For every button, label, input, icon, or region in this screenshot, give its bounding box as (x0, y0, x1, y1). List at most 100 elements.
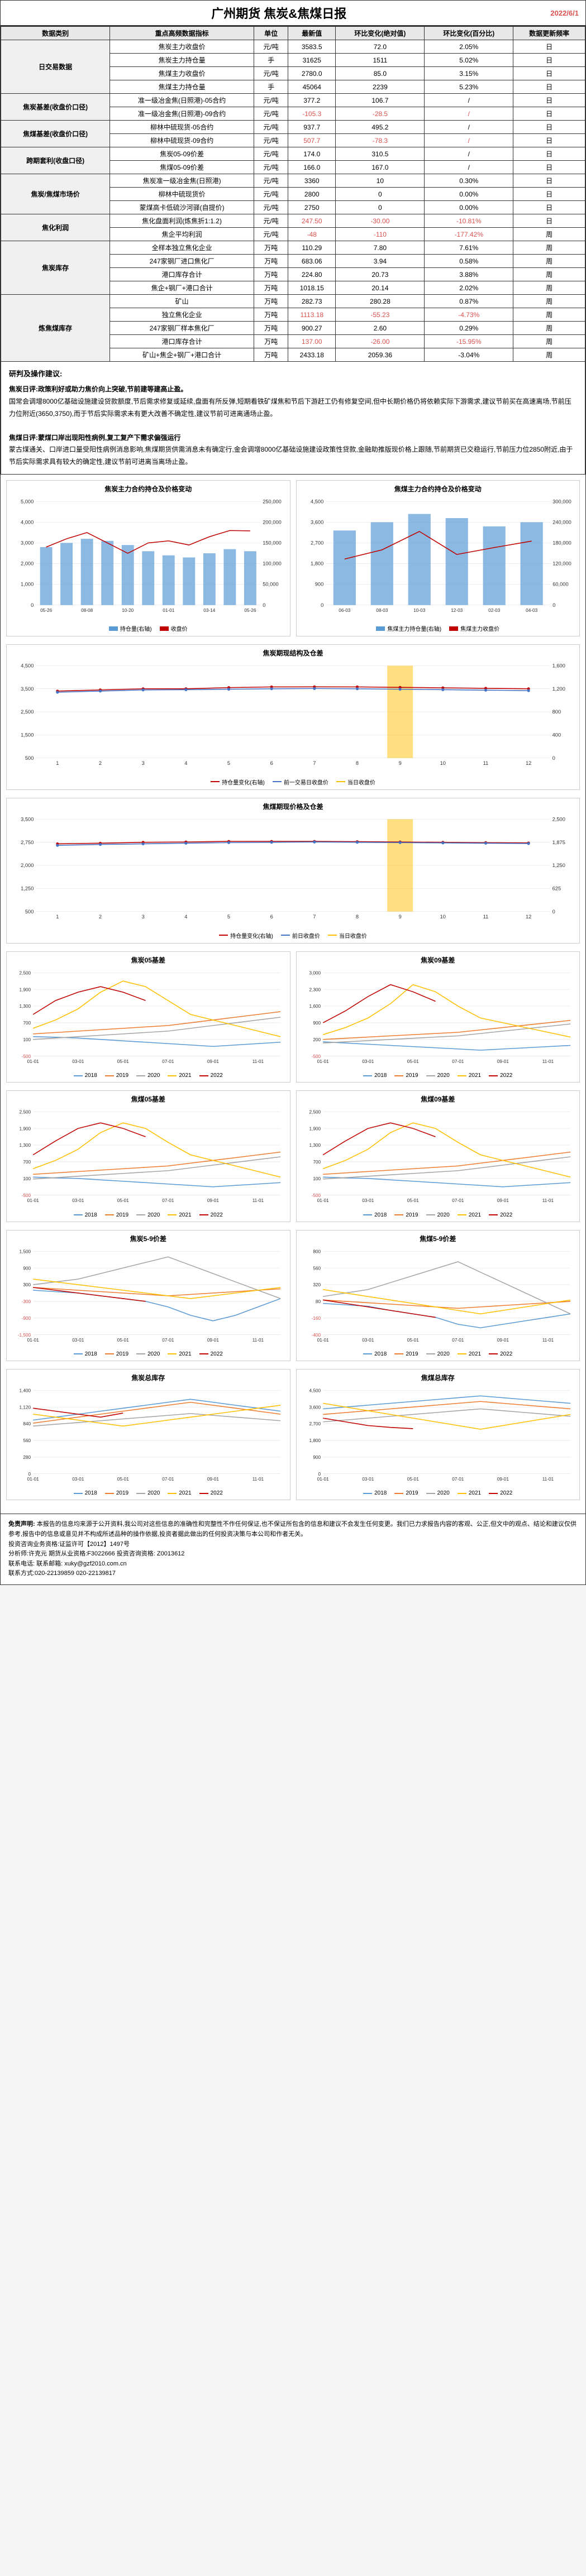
svg-text:0: 0 (552, 909, 555, 914)
legend-item: 2021 (458, 1072, 481, 1079)
svg-text:900: 900 (23, 1266, 31, 1271)
svg-text:150,000: 150,000 (263, 540, 282, 545)
data-cell: 7.80 (336, 241, 425, 255)
legend-item: 2020 (426, 1212, 450, 1218)
legend-item: 2022 (199, 1072, 223, 1079)
svg-text:1,300: 1,300 (19, 1004, 31, 1009)
data-cell: / (425, 94, 513, 107)
data-cell: 周 (513, 322, 585, 335)
data-cell: 焦企+钢厂+港口合计 (110, 281, 254, 295)
chart-box: 焦煤5-9价差-400-1608032056080001-0103-0105-0… (296, 1230, 580, 1361)
data-cell: 2.60 (336, 322, 425, 335)
svg-text:11-01: 11-01 (542, 1477, 554, 1482)
svg-text:05-01: 05-01 (407, 1338, 418, 1343)
data-cell: 280.28 (336, 295, 425, 308)
svg-text:09-01: 09-01 (207, 1059, 219, 1064)
chart-legend: 20182019202020212022 (300, 1072, 577, 1079)
svg-text:900: 900 (315, 581, 323, 587)
svg-text:05-01: 05-01 (117, 1059, 129, 1064)
data-cell: 1018.15 (288, 281, 336, 295)
data-cell: 2800 (288, 188, 336, 201)
category-cell: 焦炭基差(收盘价口径) (1, 94, 110, 121)
header: 广州期货 焦炭&焦煤日报 2022/6/1 (1, 1, 585, 26)
svg-text:03-14: 03-14 (203, 608, 215, 613)
svg-text:625: 625 (552, 885, 561, 891)
data-cell: 元/吨 (254, 147, 288, 161)
svg-text:8: 8 (356, 760, 359, 766)
legend-item: 2018 (363, 1490, 387, 1496)
data-cell: 1113.18 (288, 308, 336, 322)
svg-text:12-03: 12-03 (451, 608, 463, 613)
svg-text:03-01: 03-01 (72, 1477, 84, 1482)
data-cell: 焦炭主力收盘价 (110, 40, 254, 54)
data-cell: 310.5 (336, 147, 425, 161)
svg-text:07-01: 07-01 (162, 1198, 174, 1203)
svg-text:2: 2 (99, 760, 102, 766)
legend-item: 收盘价 (160, 624, 188, 633)
report-date: 2022/6/1 (550, 9, 579, 17)
data-cell: 日 (513, 214, 585, 228)
svg-text:11-01: 11-01 (252, 1477, 264, 1482)
category-cell: 焦炭/焦煤市场价 (1, 174, 110, 214)
data-cell: 282.73 (288, 295, 336, 308)
data-cell: 日 (513, 80, 585, 94)
data-cell: 元/吨 (254, 161, 288, 174)
svg-text:250,000: 250,000 (263, 499, 282, 504)
svg-text:07-01: 07-01 (162, 1477, 174, 1482)
data-cell: 2059.36 (336, 348, 425, 362)
data-cell: 3.88% (425, 268, 513, 281)
data-cell: 0 (336, 188, 425, 201)
svg-text:400: 400 (552, 732, 561, 738)
svg-text:9: 9 (399, 760, 402, 766)
legend-item: 2020 (136, 1351, 160, 1357)
svg-text:03-01: 03-01 (72, 1059, 84, 1064)
svg-text:4,500: 4,500 (21, 663, 34, 669)
data-cell: 日 (513, 121, 585, 134)
data-cell: 2780.0 (288, 67, 336, 80)
data-cell: 周 (513, 295, 585, 308)
chart-title: 焦炭主力合约持仓及价格变动 (10, 484, 287, 494)
chart-legend: 20182019202020212022 (10, 1072, 287, 1079)
legend-item: 2018 (363, 1212, 387, 1218)
data-cell: 元/吨 (254, 107, 288, 121)
data-cell: 万吨 (254, 308, 288, 322)
chart-title: 焦煤主力合约持仓及价格变动 (300, 484, 577, 494)
svg-text:700: 700 (23, 1021, 31, 1026)
data-cell: 万吨 (254, 295, 288, 308)
svg-text:02-03: 02-03 (488, 608, 500, 613)
category-cell: 焦煤基差(收盘价口径) (1, 121, 110, 147)
table-row: 焦化利润焦化盘面利润(炼焦折1:1.2)元/吨247.50-30.00-10.8… (1, 214, 585, 228)
legend-item: 2019 (394, 1490, 418, 1496)
legend-item: 2022 (199, 1351, 223, 1357)
svg-text:09-01: 09-01 (497, 1338, 508, 1343)
data-cell: 蒙煤高卡低硫沙河驿(自提价) (110, 201, 254, 214)
chart-title: 焦炭09基差 (300, 955, 577, 965)
svg-text:01-01: 01-01 (27, 1198, 39, 1203)
data-cell: / (425, 161, 513, 174)
chart-title: 焦炭05基差 (10, 955, 287, 965)
svg-text:120,000: 120,000 (552, 561, 571, 566)
chart-box: 焦煤主力合约持仓及价格变动09001,8002,7003,6004,500060… (296, 480, 580, 637)
legend-item: 2020 (136, 1490, 160, 1496)
data-cell: 167.0 (336, 161, 425, 174)
legend-item: 持仓量(右轴) (109, 624, 152, 633)
table-row: 跨期套利(收盘口径)焦炭05-09价差元/吨174.0310.5/日 (1, 147, 585, 161)
data-cell: -4.73% (425, 308, 513, 322)
svg-text:05-26: 05-26 (244, 608, 256, 613)
svg-text:1,875: 1,875 (552, 840, 565, 845)
report-title: 广州期货 焦炭&焦煤日报 (7, 4, 550, 22)
chart-legend: 20182019202020212022 (300, 1351, 577, 1357)
data-cell: 2433.18 (288, 348, 336, 362)
data-cell: 焦煤05-09价差 (110, 161, 254, 174)
data-cell: 20.14 (336, 281, 425, 295)
data-cell: -28.5 (336, 107, 425, 121)
category-cell: 焦化利润 (1, 214, 110, 241)
data-cell: 万吨 (254, 281, 288, 295)
data-cell: 3.15% (425, 67, 513, 80)
data-cell: -10.81% (425, 214, 513, 228)
data-cell: 元/吨 (254, 201, 288, 214)
svg-text:11: 11 (483, 760, 489, 766)
legend-item: 2020 (136, 1072, 160, 1079)
svg-text:100: 100 (23, 1176, 31, 1181)
data-cell: 准一级冶金焦(日照港)-09合约 (110, 107, 254, 121)
